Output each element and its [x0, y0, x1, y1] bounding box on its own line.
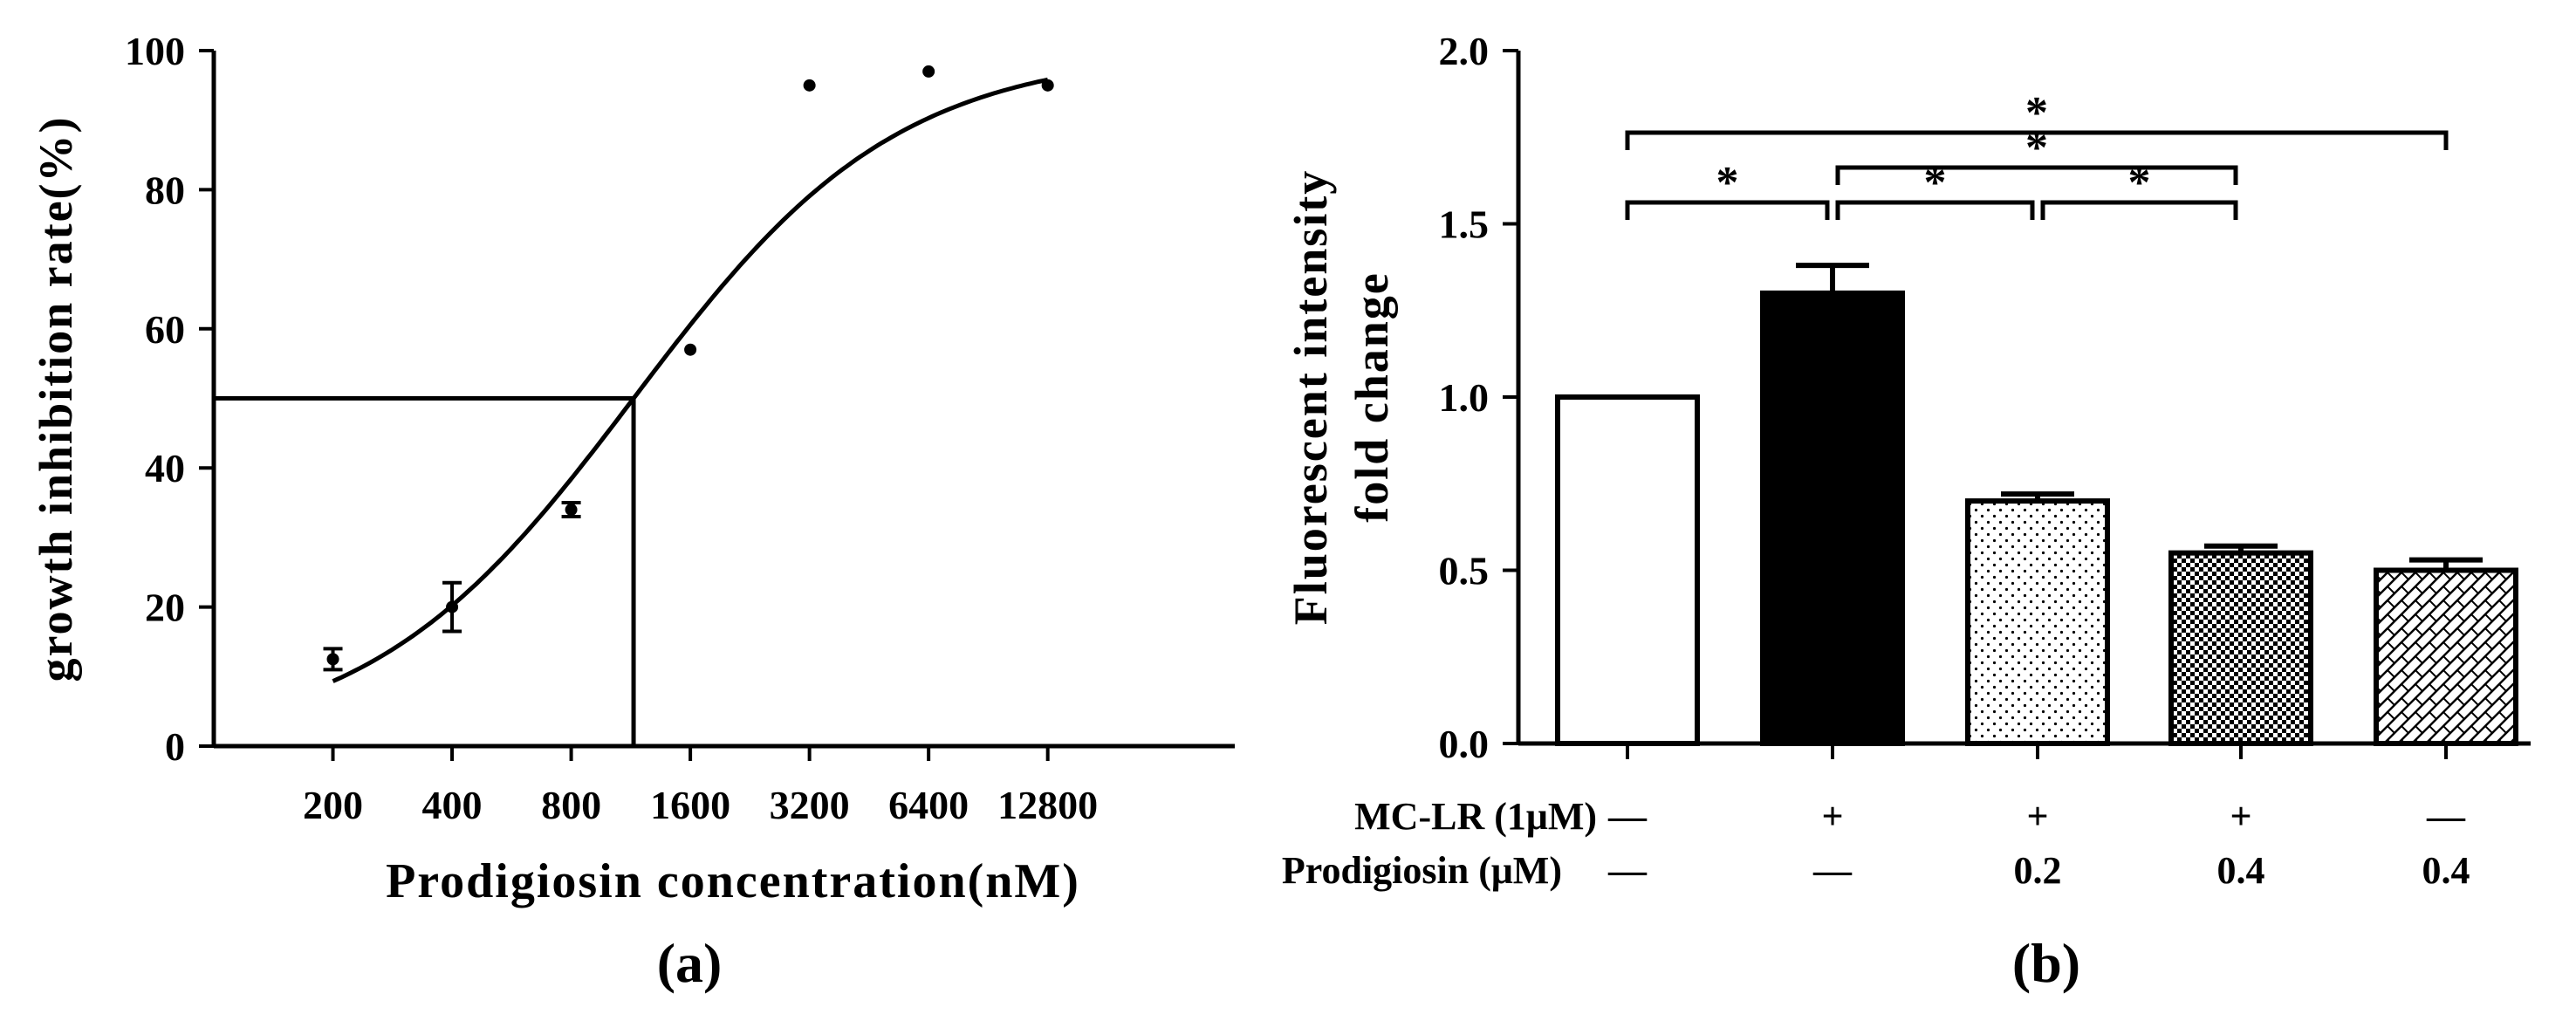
prodigiosin-condition: 0.4 — [2217, 849, 2265, 892]
mclr-condition: + — [2230, 795, 2251, 838]
prodigiosin-condition: — — [1607, 849, 1648, 892]
panel-b-y-tick-label: 1.5 — [1439, 202, 1490, 247]
panel-a-x-tick-label: 1600 — [650, 783, 730, 827]
prodigiosin-condition: 0.4 — [2422, 849, 2470, 892]
panel-b-label: (b) — [2012, 932, 2080, 994]
mclr-condition: + — [1821, 795, 1843, 838]
panel-b-chart: 0.00.51.01.52.0 * * *** Fluorescent intens… — [1282, 29, 2531, 994]
significance-bracket — [2040, 200, 2238, 220]
prodigiosin-condition: — — [1812, 849, 1853, 892]
data-point — [326, 653, 339, 666]
data-point — [684, 343, 697, 356]
panel-b-y-axis-label-line2: fold change — [1346, 271, 1398, 523]
panel-a-x-tick-label: 800 — [541, 783, 601, 827]
panel-b-y-tick-label: 2.0 — [1439, 29, 1490, 73]
significance-star: * — [2025, 88, 2048, 138]
panel-a-y-tick-label: 20 — [145, 586, 185, 630]
panel-b-y-axis-label-line1: Fluorescent intensity — [1285, 169, 1337, 625]
data-point — [1041, 79, 1054, 92]
sigmoid-fit-curve — [332, 77, 1049, 683]
data-point — [922, 65, 935, 78]
mclr-condition: — — [2426, 795, 2466, 838]
panel-a-x-tick-label: 12800 — [997, 783, 1098, 827]
panel-a-y-tick-label: 80 — [145, 168, 185, 212]
panel-b-y-tick-label: 1.0 — [1439, 375, 1490, 420]
row-label-mclr: MC-LR (1μM) — [1354, 795, 1597, 838]
panel-a-y-tick-label: 0 — [165, 724, 185, 769]
prodigiosin-condition: 0.2 — [2014, 849, 2062, 892]
mclr-condition: — — [1607, 795, 1648, 838]
panel-b-y-tick-label: 0.5 — [1439, 549, 1490, 593]
row-label-prodigiosin: Prodigiosin (μM) — [1282, 849, 1562, 892]
significance-bracket — [1835, 200, 2035, 220]
panel-a-label: (a) — [657, 932, 723, 994]
bar — [2168, 550, 2313, 747]
significance-bracket — [1625, 200, 1830, 220]
panel-a-x-tick-label: 400 — [422, 783, 483, 827]
bar — [2374, 567, 2518, 746]
data-point — [565, 504, 578, 517]
panel-a-x-tick-label: 6400 — [888, 783, 969, 827]
panel-a-y-tick-label: 100 — [125, 29, 185, 73]
data-point — [803, 79, 816, 92]
panel-a-y-tick-label: 40 — [145, 446, 185, 490]
bar — [1965, 498, 2110, 746]
significance-bracket — [1835, 165, 2238, 185]
data-point — [446, 600, 459, 613]
panel-b-y-tick-label: 0.0 — [1439, 722, 1490, 766]
significance-star: * — [1716, 158, 1739, 208]
panel-a-y-axis-label: growth inhibition rate(%) — [30, 115, 82, 682]
bar — [1555, 394, 1700, 746]
panel-a-x-axis-label: Prodigiosin concentration(nM) — [386, 854, 1080, 908]
bar — [1760, 290, 1905, 746]
panel-a-x-tick-label: 3200 — [770, 783, 850, 827]
panel-a-x-tick-label: 200 — [303, 783, 363, 827]
mclr-condition: + — [2026, 795, 2048, 838]
panel-a-y-tick-label: 60 — [145, 307, 185, 352]
ic50-guide-line — [214, 396, 636, 746]
significance-bracket — [1625, 130, 2449, 150]
